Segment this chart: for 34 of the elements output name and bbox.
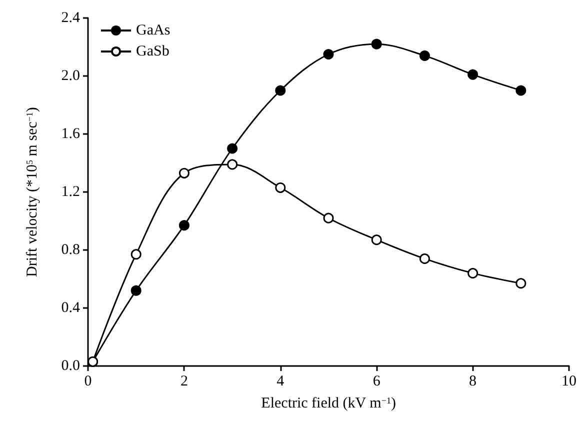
point	[419, 253, 430, 264]
legend-label: GaSb	[136, 44, 170, 60]
point	[468, 268, 478, 278]
point	[419, 50, 430, 61]
point	[275, 85, 286, 96]
point	[371, 38, 382, 50]
x-tick-label: 0	[84, 374, 92, 390]
x-tick-label: 2	[180, 374, 188, 390]
point	[323, 212, 334, 224]
x-tick-label: 8	[469, 374, 477, 390]
y-tick-label: 1.2	[61, 184, 80, 200]
y-tick-label: 0.8	[61, 242, 80, 258]
point	[130, 249, 142, 260]
y-tick-label: 0.4	[61, 300, 80, 316]
point	[516, 85, 526, 96]
y-tick-label: 1.6	[61, 126, 80, 142]
point	[468, 69, 478, 80]
point	[371, 234, 382, 246]
x-tick-label: 4	[276, 374, 285, 390]
point	[275, 182, 286, 193]
legend-label: GaAs	[136, 22, 170, 38]
y-tick-label: 0.0	[61, 358, 80, 374]
point	[323, 49, 334, 60]
point	[227, 159, 238, 170]
x-tick-label: 10	[562, 374, 576, 390]
x-tick-label: 6	[372, 374, 381, 390]
point	[178, 168, 190, 178]
point	[130, 285, 142, 296]
y-tick-label: 2.0	[61, 68, 80, 84]
point	[227, 143, 238, 154]
point	[178, 220, 190, 231]
y-tick-label: 2.4	[61, 10, 80, 26]
y-axis-title: Drift velocity (*105 m sec−1)	[24, 107, 40, 277]
point	[516, 278, 526, 289]
